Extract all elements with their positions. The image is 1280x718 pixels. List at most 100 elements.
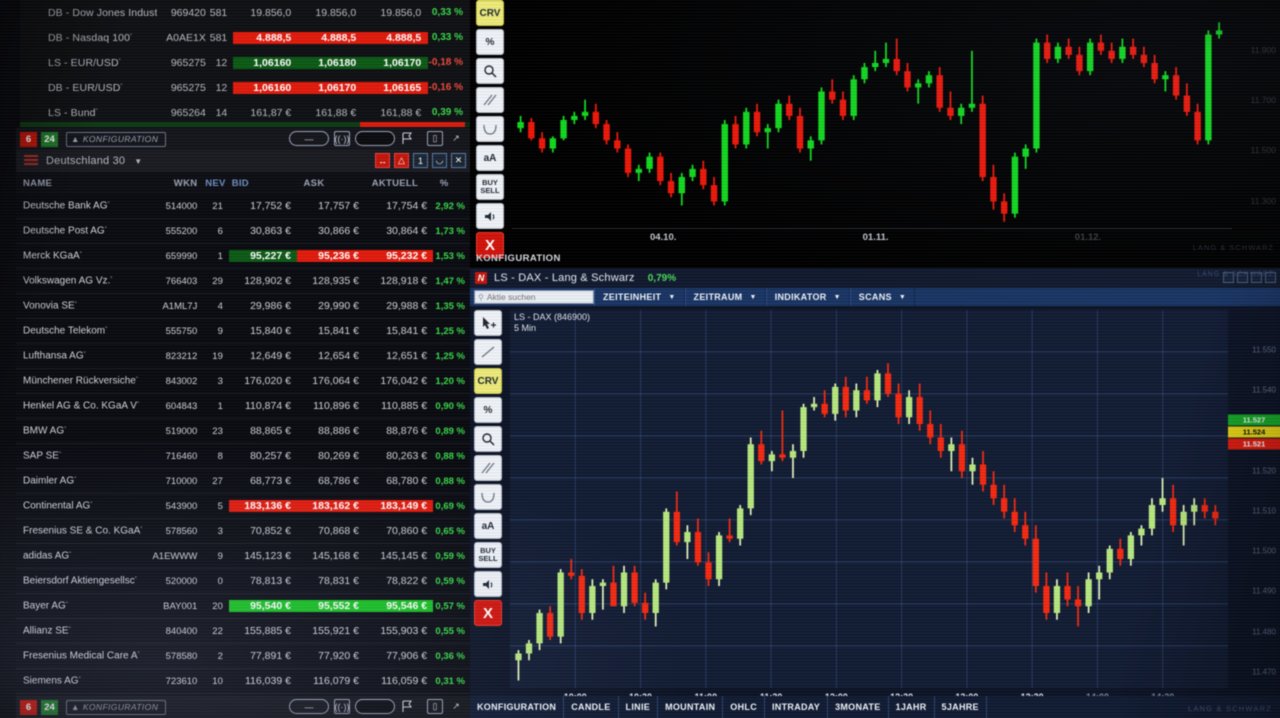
speaker-icon[interactable]	[474, 571, 502, 597]
crv-icon[interactable]: CRV	[474, 368, 502, 394]
status-badge-green[interactable]: 24	[41, 699, 58, 715]
table-row[interactable]: Volkswagen AG Vz.▫ 766403 29 128,902 € 128,9…	[16, 269, 470, 294]
alert-badge-red[interactable]: 6	[20, 131, 37, 147]
buy-sell-icon[interactable]: BUY SELL	[474, 542, 502, 568]
menu-indikator[interactable]: INDIKATOR ▼	[765, 288, 850, 306]
row-percent: 1,20 %	[435, 375, 465, 387]
column-header-name[interactable]: NAME	[23, 177, 53, 189]
menu-zeiteinheit[interactable]: ZEITEINHEIT ▼	[594, 288, 685, 306]
table-row[interactable]: Allianz SE▫ 840400 22 155,885 € 155,921 € 155…	[16, 619, 470, 644]
index-quote-row[interactable]: LS - EUR/USD▫ 965275 12 1,06160 1,06180 1,061…	[20, 50, 470, 75]
resize-handle-icon[interactable]: ↗	[452, 133, 460, 143]
table-row[interactable]: Deutsche Post AG▫ 555200 6 30,863 € 30,866 €…	[16, 219, 470, 244]
table-row[interactable]: Beiersdorf Aktiengesellsc▫ 520000 0 78,813 …	[16, 569, 470, 594]
menu-zeitraum[interactable]: ZEITRAUM ▼	[684, 288, 766, 306]
alert-badge-green[interactable]: 24	[41, 131, 58, 147]
status-badge-red[interactable]: 6	[20, 699, 37, 715]
trendline-icon[interactable]	[474, 339, 502, 365]
text-icon[interactable]: aA	[474, 513, 502, 539]
column-header-aktuell[interactable]: AKTUELL	[371, 177, 419, 189]
status-konfiguration-button[interactable]: ▲ KONFIGURATION	[66, 699, 167, 715]
text-icon[interactable]: aA	[476, 145, 504, 171]
top-chart-konfiguration-label[interactable]: KONFIGURATION	[476, 253, 561, 264]
minimize-pill-button[interactable]: —	[289, 131, 329, 146]
konfiguration-button[interactable]: ▲ KONFIGURATION	[66, 131, 167, 147]
crv-icon[interactable]: CRV	[476, 0, 504, 26]
index-quote-row[interactable]: DB - EUR/USD▫ 965275 12 1,06160 1,06170 1,061…	[20, 75, 470, 100]
flag-icon[interactable]	[400, 699, 422, 714]
table-row[interactable]: Bayer AG▫ BAY001 20 95,540 €95,552 €95,546 …	[16, 594, 470, 619]
magnifier-icon[interactable]	[474, 426, 502, 452]
top-chart-plot[interactable]	[512, 0, 1232, 228]
table-row[interactable]: Continental AG▫ 543900 5 183,136 €183,162 €…	[16, 494, 470, 519]
bottom-menu-3monate[interactable]: 3MONATE	[828, 696, 889, 718]
parallel-lines-icon[interactable]	[474, 455, 502, 481]
column-header-ask[interactable]: ASK	[303, 177, 325, 189]
speaker-icon[interactable]	[476, 203, 504, 229]
search-box[interactable]: ⚲	[474, 290, 594, 304]
bell-icon[interactable]: △	[394, 153, 409, 168]
table-row[interactable]: Münchener Rückversiche▫ 843002 3 176,020 € 1…	[16, 369, 470, 394]
table-row[interactable]: Lufthansa AG▫ 823212 19 12,649 € 12,654 € 12,…	[16, 344, 470, 369]
table-row[interactable]: Siemens AG▫ 723610 10 116,039 € 116,079 € 116…	[16, 669, 470, 694]
bottom-menu-konfiguration[interactable]: KONFIGURATION	[470, 696, 565, 718]
cursor-plus-icon[interactable]	[474, 310, 502, 336]
bottom-menu-intraday[interactable]: INTRADAY	[765, 696, 829, 718]
expand-icon[interactable]: ↔	[375, 153, 390, 168]
bottom-chart-plot[interactable]	[510, 310, 1228, 688]
close-icon[interactable]: X	[474, 600, 502, 626]
bottom-menu-linie[interactable]: LINIE	[619, 696, 659, 718]
menu-scans[interactable]: SCANS ▼	[849, 288, 916, 306]
search-input[interactable]	[486, 292, 587, 302]
chevron-down-icon[interactable]: ▼	[134, 156, 143, 166]
mobile-icon[interactable]: ▯	[427, 131, 443, 146]
broadcast-icon[interactable]: ((·))	[334, 699, 350, 714]
buy-sell-icon[interactable]: BUY SELL	[476, 174, 504, 200]
status-toggle-pill[interactable]	[355, 699, 395, 714]
broadcast-icon[interactable]: ((·))	[334, 131, 350, 146]
table-row[interactable]: Deutsche Telekom▫ 555750 9 15,840 € 15,841 €…	[16, 319, 470, 344]
table-row[interactable]: Merck KGaA▫ 659990 1 95,227 €95,236 €95,232…	[16, 244, 470, 269]
hamburger-menu-icon[interactable]	[24, 155, 38, 167]
column-header-bid[interactable]: BID	[231, 177, 249, 189]
new-window-icon[interactable]: ◡	[432, 153, 447, 168]
bottom-menu-ohlc[interactable]: OHLC	[723, 696, 765, 718]
row-wkn: 543900	[165, 500, 198, 512]
row-percent: 0,59 %	[435, 575, 465, 587]
row-nev: 23	[212, 425, 223, 437]
percent-icon[interactable]: %	[476, 29, 504, 55]
bottom-menu-candle[interactable]: CANDLE	[564, 696, 619, 718]
row-ask: 68,786 €	[318, 475, 359, 487]
table-row[interactable]: SAP SE▫ 716460 8 80,257 € 80,269 € 80,263 € 0,…	[16, 444, 470, 469]
parallel-lines-icon[interactable]	[476, 87, 504, 113]
table-row[interactable]: Fresenius Medical Care A▫ 578580 2 77,891 €…	[16, 644, 470, 669]
table-row[interactable]: adidas AG▫ A1EWWW 9 145,123 € 145,168 € 145,1…	[16, 544, 470, 569]
status-minimize-pill[interactable]: —	[289, 699, 329, 714]
magnifier-icon[interactable]	[476, 58, 504, 84]
column-header-wkn[interactable]: WKN	[173, 177, 198, 189]
toggle-pill-button[interactable]	[355, 131, 395, 146]
column-header-nev[interactable]: NEV	[205, 177, 226, 189]
close-icon[interactable]: ✕	[451, 153, 466, 168]
table-row[interactable]: BMW AG▫ 519000 23 88,865 € 88,886 € 88,876 € 0…	[16, 419, 470, 444]
row-wkn: 519000	[165, 425, 198, 437]
flag-icon[interactable]	[400, 131, 422, 146]
table-row[interactable]: Vonovia SE▫ A1ML7J 4 29,986 € 29,990 € 29,988…	[16, 294, 470, 319]
table-row[interactable]: Fresenius SE & Co. KGaA▫ 578560 3 70,852 € 7…	[16, 519, 470, 544]
table-row[interactable]: Deutsche Bank AG▫ 514000 21 17,752 € 17,757 …	[16, 194, 470, 219]
percent-icon[interactable]: %	[474, 397, 502, 423]
table-row[interactable]: Henkel AG & Co. KGaA V▫ 604843 1 110,874 € 1…	[16, 394, 470, 419]
row-ask: 15,841 €	[318, 325, 359, 337]
column-header-percent[interactable]: %	[439, 177, 449, 189]
mobile-icon[interactable]: ▯	[427, 699, 443, 714]
bottom-menu-5jahre[interactable]: 5JAHRE	[935, 696, 987, 718]
resize-handle-icon[interactable]: ↗	[452, 701, 460, 711]
bottom-menu-mountain[interactable]: MOUNTAIN	[658, 696, 724, 718]
curve-icon[interactable]	[476, 116, 504, 142]
index-quote-row[interactable]: DB - Nasdaq 100▫ A0AE1X 581 4.888,5 4.888,5 4…	[20, 25, 470, 50]
curve-icon[interactable]	[474, 484, 502, 510]
table-row[interactable]: Daimler AG▫ 710000 27 68,773 € 68,786 € 68,78…	[16, 469, 470, 494]
bottom-menu-1jahr[interactable]: 1JAHR	[889, 696, 935, 718]
page-one-button[interactable]: 1	[413, 153, 428, 168]
